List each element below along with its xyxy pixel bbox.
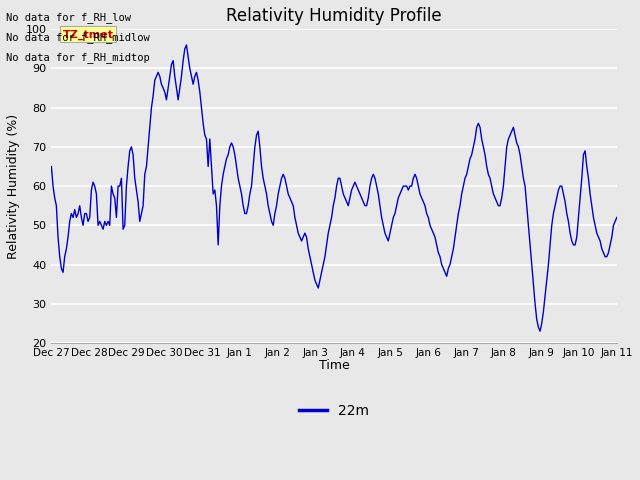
22m [536, 328, 544, 334]
22m [149, 93, 157, 99]
22m [613, 215, 621, 220]
22m [47, 164, 55, 169]
22m [182, 42, 190, 48]
22m [391, 211, 399, 216]
Text: No data for f_RH_midlow: No data for f_RH_midlow [6, 32, 150, 43]
Text: TZ_tmet: TZ_tmet [63, 29, 114, 39]
22m [513, 140, 520, 146]
22m [501, 164, 509, 169]
Title: Relativity Humidity Profile: Relativity Humidity Profile [227, 7, 442, 25]
22m [129, 152, 137, 157]
Text: No data for f_RH_midtop: No data for f_RH_midtop [6, 52, 150, 63]
X-axis label: Time: Time [319, 359, 349, 372]
Text: No data for f_RH_low: No data for f_RH_low [6, 12, 131, 23]
Line: 22m: 22m [51, 45, 617, 331]
Y-axis label: Relativity Humidity (%): Relativity Humidity (%) [7, 114, 20, 259]
Legend: 22m: 22m [294, 399, 374, 424]
22m [543, 277, 550, 283]
